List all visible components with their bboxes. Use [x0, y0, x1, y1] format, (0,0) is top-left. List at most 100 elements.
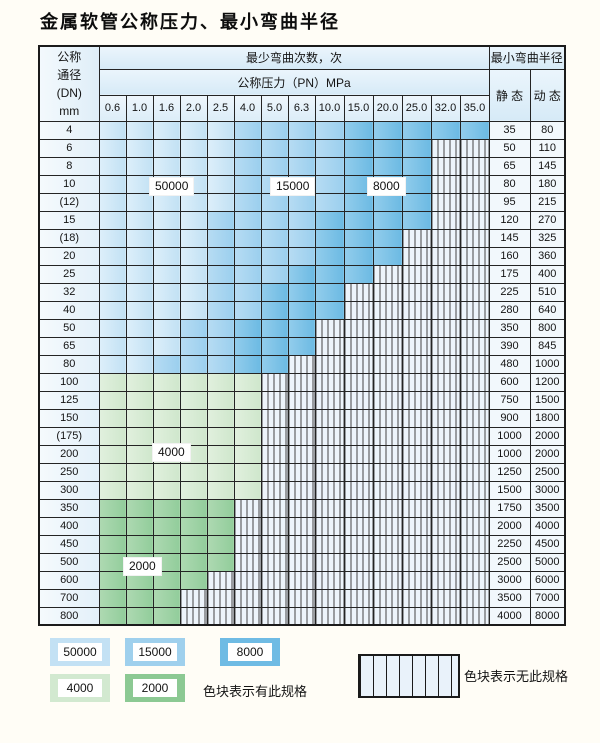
pressure-cell — [287, 336, 316, 356]
pressure-cell — [179, 534, 208, 554]
static-cell: 35 — [488, 120, 531, 140]
pressure-tick: 5.0 — [260, 94, 289, 122]
pressure-cell — [459, 300, 490, 320]
static-cell: 900 — [488, 408, 531, 428]
pressure-tick: 35.0 — [459, 94, 490, 122]
pressure-cell — [287, 318, 316, 338]
dn-cell: 700 — [38, 588, 100, 608]
pressure-cell — [206, 372, 235, 392]
pressure-cell — [287, 390, 316, 410]
pressure-tick: 1.0 — [125, 94, 154, 122]
dn-cell: 125 — [38, 390, 100, 410]
pressure-cell — [125, 318, 154, 338]
pressure-cell — [343, 120, 374, 140]
pressure-cell — [430, 444, 461, 464]
pressure-cell — [287, 282, 316, 302]
pressure-tick: 25.0 — [401, 94, 432, 122]
pressure-cell — [98, 336, 127, 356]
pressure-cell — [260, 246, 289, 266]
region-label: 8000 — [368, 178, 405, 195]
dn-cell: 32 — [38, 282, 100, 302]
pressure-cell — [401, 516, 432, 536]
pressure-cell — [152, 156, 181, 176]
pressure-cell — [98, 138, 127, 158]
pressure-cell — [125, 228, 154, 248]
pressure-cell — [287, 462, 316, 482]
pressure-cell — [152, 210, 181, 230]
dynamic-cell: 400 — [529, 264, 566, 284]
pressure-cell — [179, 282, 208, 302]
pressure-cell — [125, 444, 154, 464]
pressure-cell — [314, 516, 345, 536]
region-label: 50000 — [150, 178, 194, 195]
pressure-cell — [260, 318, 289, 338]
region-label: 2000 — [124, 558, 161, 575]
pressure-cell — [314, 426, 345, 446]
pressure-cell — [430, 228, 461, 248]
pressure-cell — [206, 516, 235, 536]
pressure-cell — [233, 264, 262, 284]
pressure-cell — [260, 588, 289, 608]
pressure-cell — [287, 264, 316, 284]
legend-swatch-2000: 2000 — [125, 674, 185, 702]
pressure-cell — [430, 408, 461, 428]
static-cell: 65 — [488, 156, 531, 176]
pressure-cell — [314, 372, 345, 392]
pressure-cell — [401, 192, 432, 212]
legend-swatch-label: 4000 — [58, 679, 102, 697]
pressure-cell — [401, 156, 432, 176]
pressure-cell — [430, 480, 461, 500]
legend-swatch-4000: 4000 — [50, 674, 110, 702]
pressure-cell — [179, 390, 208, 410]
pressure-cell — [206, 498, 235, 518]
pressure-cell — [401, 606, 432, 626]
dynamic-cell: 2000 — [529, 444, 566, 464]
pressure-cell — [343, 156, 374, 176]
pressure-cell — [459, 480, 490, 500]
dn-cell: 25 — [38, 264, 100, 284]
dn-cell: 80 — [38, 354, 100, 374]
table-row: 6 50 110 — [38, 138, 566, 158]
dn-cell: 6 — [38, 138, 100, 158]
dn-cell: 350 — [38, 498, 100, 518]
static-cell: 50 — [488, 138, 531, 158]
pressure-cell — [179, 516, 208, 536]
bend-cycles-header: 最少弯曲次数，次 — [98, 45, 490, 70]
pressure-cell — [430, 138, 461, 158]
pressure-cell — [343, 264, 374, 284]
pressure-cell — [98, 444, 127, 464]
pressure-cell — [179, 498, 208, 518]
pressure-cell — [206, 120, 235, 140]
pressure-cell — [343, 228, 374, 248]
pressure-cell — [206, 246, 235, 266]
pressure-cell — [206, 210, 235, 230]
pressure-cell — [287, 498, 316, 518]
static-cell: 2250 — [488, 534, 531, 554]
dynamic-cell: 845 — [529, 336, 566, 356]
pressure-tick: 2.5 — [206, 94, 235, 122]
dynamic-cell: 1800 — [529, 408, 566, 428]
pressure-cell — [179, 372, 208, 392]
dynamic-cell: 4000 — [529, 516, 566, 536]
pressure-cell — [260, 138, 289, 158]
pressure-cell — [430, 354, 461, 374]
pressure-cell — [343, 246, 374, 266]
pressure-cell — [179, 210, 208, 230]
pressure-cell — [152, 372, 181, 392]
pressure-cell — [401, 534, 432, 554]
pressure-cell — [401, 210, 432, 230]
pressure-cell — [459, 318, 490, 338]
pressure-cell — [430, 390, 461, 410]
pressure-cell — [260, 264, 289, 284]
pressure-cell — [401, 588, 432, 608]
dn-header: 公称 通径 (DN) mm — [38, 45, 100, 122]
table-row: 400 2000 4000 — [38, 516, 566, 536]
pressure-cell — [314, 228, 345, 248]
pressure-cell — [206, 534, 235, 554]
pressure-cell — [98, 516, 127, 536]
pressure-cell — [206, 408, 235, 428]
legend-swatch-label: 2000 — [133, 679, 177, 697]
pressure-cell — [206, 264, 235, 284]
pressure-cell — [430, 210, 461, 230]
pressure-cell — [430, 588, 461, 608]
